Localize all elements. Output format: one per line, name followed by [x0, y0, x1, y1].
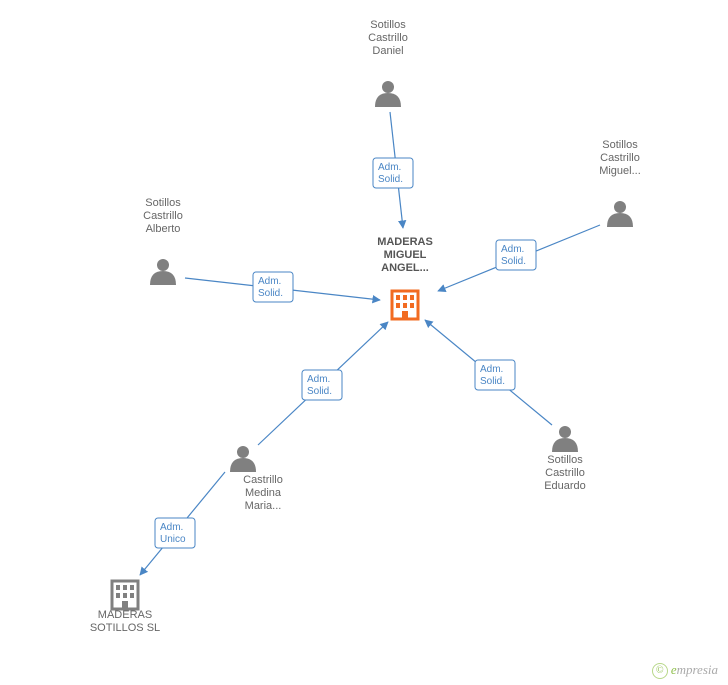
node-label: SOTILLOS SL	[90, 622, 160, 634]
copyright-icon: ©	[652, 663, 668, 679]
person-node[interactable]: SotillosCastrilloDaniel	[368, 19, 408, 107]
node-label: Sotillos	[145, 197, 181, 209]
node-label: Sotillos	[370, 19, 406, 31]
person-icon	[230, 446, 256, 472]
edge-label-text: Solid.	[480, 376, 505, 387]
edge-label-text: Unico	[160, 534, 186, 545]
person-node[interactable]: SotillosCastrilloAlberto	[143, 197, 183, 285]
node-label: MADERAS	[377, 236, 433, 248]
edge: Adm.Unico	[140, 472, 225, 575]
node-label: Sotillos	[547, 454, 583, 466]
building-icon	[392, 291, 418, 319]
edge-label-text: Solid.	[258, 288, 283, 299]
node-label: Alberto	[146, 223, 181, 235]
edge: Adm.Solid.	[438, 225, 600, 291]
edge: Adm.Solid.	[258, 322, 388, 445]
node-label: Castrillo	[600, 152, 640, 164]
edge-label-text: Adm.	[480, 364, 503, 375]
person-node[interactable]: SotillosCastrilloEduardo	[544, 426, 586, 492]
person-node[interactable]: CastrilloMedinaMaria...	[230, 446, 283, 512]
node-label: Daniel	[372, 45, 403, 57]
edge: Adm.Solid.	[373, 112, 413, 228]
person-icon	[552, 426, 578, 452]
person-icon	[607, 201, 633, 227]
edge-label-text: Adm.	[501, 244, 524, 255]
node-label: Castrillo	[143, 210, 183, 222]
edge: Adm.Solid.	[425, 320, 552, 425]
node-label: Miguel...	[599, 165, 641, 177]
node-label: MIGUEL	[384, 249, 427, 261]
node-label: Castrillo	[368, 32, 408, 44]
node-label: Maria...	[245, 500, 282, 512]
person-node[interactable]: SotillosCastrilloMiguel...	[599, 139, 641, 227]
watermark: ©empresia	[652, 662, 718, 679]
edge-label-text: Solid.	[501, 256, 526, 267]
edge: Adm.Solid.	[185, 272, 380, 302]
node-label: Eduardo	[544, 480, 586, 492]
person-icon	[150, 259, 176, 285]
node-label: MADERAS	[98, 609, 152, 621]
edge-label-text: Solid.	[307, 386, 332, 397]
edge-label-text: Adm.	[160, 522, 183, 533]
edge-label-text: Adm.	[378, 162, 401, 173]
person-icon	[375, 81, 401, 107]
node-label: Sotillos	[602, 139, 638, 151]
edge-label-text: Adm.	[307, 374, 330, 385]
node-label: ANGEL...	[381, 262, 429, 274]
edge-label-text: Solid.	[378, 174, 403, 185]
node-label: Medina	[245, 487, 282, 499]
building-icon	[112, 581, 138, 609]
company-node[interactable]: MADERASMIGUELANGEL...	[377, 236, 433, 319]
company-node[interactable]: MADERASSOTILLOS SL	[90, 581, 160, 634]
node-label: Castrillo	[545, 467, 585, 479]
node-label: Castrillo	[243, 474, 283, 486]
edge-label-text: Adm.	[258, 276, 281, 287]
